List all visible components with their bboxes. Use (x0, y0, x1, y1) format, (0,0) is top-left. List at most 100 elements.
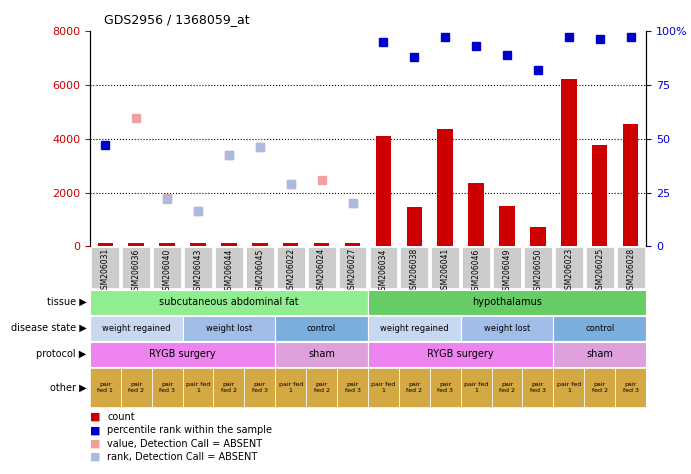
FancyBboxPatch shape (90, 342, 275, 367)
Text: percentile rank within the sample: percentile rank within the sample (107, 425, 272, 436)
Text: GSM206022: GSM206022 (286, 248, 295, 294)
Text: rank, Detection Call = ABSENT: rank, Detection Call = ABSENT (107, 452, 257, 462)
Text: GSM206028: GSM206028 (626, 248, 635, 294)
FancyBboxPatch shape (370, 247, 397, 288)
Text: subcutaneous abdominal fat: subcutaneous abdominal fat (159, 297, 299, 307)
Text: other ▶: other ▶ (50, 383, 86, 392)
Text: weight regained: weight regained (380, 324, 448, 333)
Bar (129, 243, 144, 246)
Text: GDS2956 / 1368059_at: GDS2956 / 1368059_at (104, 13, 249, 26)
FancyBboxPatch shape (368, 316, 461, 341)
FancyBboxPatch shape (553, 316, 646, 341)
Bar (592, 146, 607, 246)
FancyBboxPatch shape (461, 316, 553, 341)
Text: GSM206046: GSM206046 (472, 248, 481, 294)
Bar (437, 129, 453, 246)
FancyBboxPatch shape (400, 247, 428, 288)
Text: GSM206025: GSM206025 (595, 248, 604, 294)
Text: count: count (107, 412, 135, 422)
Text: GSM206038: GSM206038 (410, 248, 419, 294)
FancyBboxPatch shape (368, 290, 646, 315)
FancyBboxPatch shape (121, 368, 151, 407)
Text: pair fed
1: pair fed 1 (464, 382, 489, 393)
FancyBboxPatch shape (493, 247, 521, 288)
FancyBboxPatch shape (553, 342, 646, 367)
Bar (530, 227, 546, 246)
FancyBboxPatch shape (182, 316, 275, 341)
Text: GSM206036: GSM206036 (132, 248, 141, 294)
Text: pair
fed 2: pair fed 2 (221, 382, 237, 393)
Text: pair
fed 3: pair fed 3 (252, 382, 268, 393)
FancyBboxPatch shape (122, 247, 150, 288)
Text: pair fed
1: pair fed 1 (557, 382, 581, 393)
Text: sham: sham (586, 349, 613, 359)
Text: sham: sham (308, 349, 335, 359)
FancyBboxPatch shape (555, 247, 583, 288)
Text: control: control (307, 324, 337, 333)
Bar (221, 243, 236, 246)
FancyBboxPatch shape (214, 368, 245, 407)
FancyBboxPatch shape (337, 368, 368, 407)
Text: pair
fed 2: pair fed 2 (406, 382, 422, 393)
FancyBboxPatch shape (585, 368, 615, 407)
Text: pair fed
1: pair fed 1 (278, 382, 303, 393)
Text: pair
fed 2: pair fed 2 (129, 382, 144, 393)
Text: pair
fed 3: pair fed 3 (345, 382, 361, 393)
Bar (406, 208, 422, 246)
Text: control: control (585, 324, 614, 333)
Text: ■: ■ (90, 412, 100, 422)
FancyBboxPatch shape (462, 247, 490, 288)
FancyBboxPatch shape (430, 368, 461, 407)
Bar (623, 124, 638, 246)
Bar (345, 243, 360, 246)
Text: GSM206031: GSM206031 (101, 248, 110, 294)
FancyBboxPatch shape (153, 247, 181, 288)
Text: weight regained: weight regained (102, 324, 171, 333)
FancyBboxPatch shape (553, 368, 585, 407)
FancyBboxPatch shape (368, 368, 399, 407)
FancyBboxPatch shape (431, 247, 459, 288)
FancyBboxPatch shape (339, 247, 366, 288)
FancyBboxPatch shape (275, 316, 368, 341)
Text: disease state ▶: disease state ▶ (10, 323, 86, 333)
FancyBboxPatch shape (275, 368, 306, 407)
FancyBboxPatch shape (524, 247, 552, 288)
FancyBboxPatch shape (90, 316, 182, 341)
Text: pair fed
1: pair fed 1 (186, 382, 210, 393)
Text: pair fed
1: pair fed 1 (371, 382, 395, 393)
FancyBboxPatch shape (617, 247, 645, 288)
FancyBboxPatch shape (215, 247, 243, 288)
FancyBboxPatch shape (277, 247, 305, 288)
Text: pair
fed 2: pair fed 2 (314, 382, 330, 393)
Text: RYGB surgery: RYGB surgery (427, 349, 494, 359)
Text: pair
fed 3: pair fed 3 (530, 382, 546, 393)
Text: ■: ■ (90, 425, 100, 436)
FancyBboxPatch shape (306, 368, 337, 407)
FancyBboxPatch shape (522, 368, 553, 407)
FancyBboxPatch shape (151, 368, 182, 407)
Bar (376, 136, 391, 246)
FancyBboxPatch shape (182, 368, 214, 407)
Bar (468, 183, 484, 246)
Text: GSM206050: GSM206050 (533, 248, 542, 294)
Text: pair
fed 1: pair fed 1 (97, 382, 113, 393)
Bar (97, 243, 113, 246)
FancyBboxPatch shape (91, 247, 119, 288)
Text: ■: ■ (90, 438, 100, 449)
Bar (252, 243, 267, 246)
FancyBboxPatch shape (90, 290, 368, 315)
Text: weight lost: weight lost (484, 324, 530, 333)
Text: RYGB surgery: RYGB surgery (149, 349, 216, 359)
FancyBboxPatch shape (275, 342, 368, 367)
FancyBboxPatch shape (615, 368, 646, 407)
Text: GSM206045: GSM206045 (255, 248, 264, 294)
Text: pair
fed 3: pair fed 3 (159, 382, 175, 393)
FancyBboxPatch shape (491, 368, 522, 407)
FancyBboxPatch shape (368, 342, 553, 367)
FancyBboxPatch shape (184, 247, 212, 288)
Text: GSM206043: GSM206043 (193, 248, 202, 294)
Text: GSM206034: GSM206034 (379, 248, 388, 294)
FancyBboxPatch shape (307, 247, 336, 288)
Text: GSM206049: GSM206049 (502, 248, 511, 294)
FancyBboxPatch shape (461, 368, 491, 407)
